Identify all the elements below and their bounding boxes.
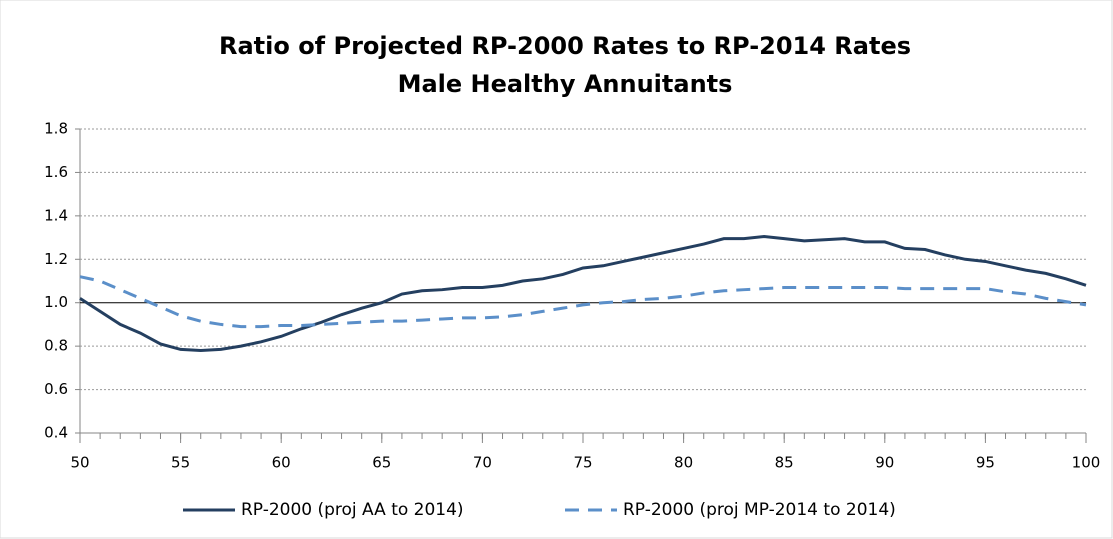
x-tick-label: 100 <box>1072 454 1101 472</box>
y-tick-label: 1.2 <box>44 250 68 268</box>
series-line <box>79 275 1087 329</box>
chart-title: Ratio of Projected RP-2000 Rates to RP-2… <box>219 32 911 60</box>
y-tick-label: 0.8 <box>44 337 68 355</box>
x-tick-label: 95 <box>976 454 995 472</box>
legend-label: RP-2000 (proj MP-2014 to 2014) <box>623 500 896 520</box>
x-tick-label: 55 <box>171 454 190 472</box>
x-tick-label: 75 <box>573 454 592 472</box>
series-line <box>79 234 1087 352</box>
x-tick-label: 60 <box>272 454 291 472</box>
legend-label: RP-2000 (proj AA to 2014) <box>241 500 464 520</box>
y-tick-label: 1.4 <box>44 206 68 224</box>
y-tick-label: 1.6 <box>44 163 68 181</box>
x-tick-label: 50 <box>70 454 89 472</box>
y-tick-label: 1.8 <box>44 120 68 138</box>
x-tick-label: 80 <box>674 454 693 472</box>
x-tick-label: 90 <box>875 454 894 472</box>
y-tick-label: 0.4 <box>44 424 68 442</box>
y-tick-label: 1.0 <box>44 293 68 311</box>
y-tick-label: 0.6 <box>44 380 68 398</box>
chart-subtitle: Male Healthy Annuitants <box>398 70 733 98</box>
x-tick-label: 65 <box>372 454 391 472</box>
x-tick-label: 85 <box>775 454 794 472</box>
x-tick-label: 70 <box>473 454 492 472</box>
